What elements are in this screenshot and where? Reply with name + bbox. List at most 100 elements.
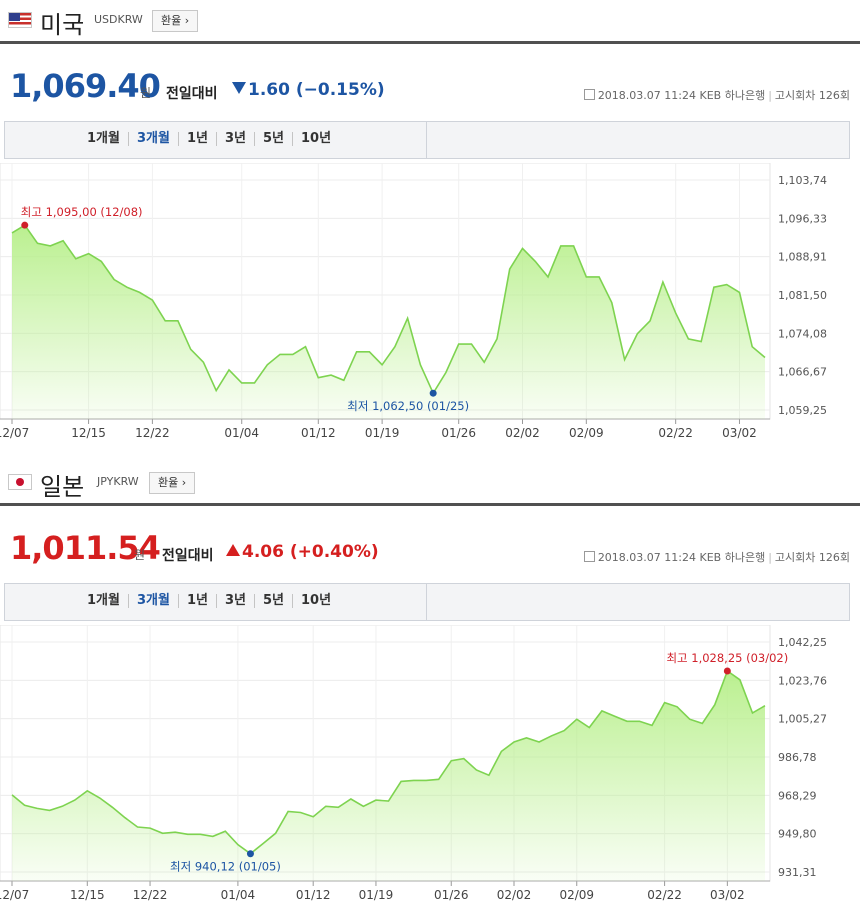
- y-tick-label: 1,005,27: [778, 713, 827, 726]
- x-tick-label: 12/07: [0, 426, 29, 440]
- tab-1-year[interactable]: 1년: [177, 594, 216, 608]
- price-change: 4.06 (+0.40%): [226, 542, 379, 562]
- x-tick-label: 01/19: [359, 888, 394, 902]
- high-marker: [21, 221, 29, 229]
- tab-3-years[interactable]: 3년: [215, 594, 254, 608]
- price-unit: 원: [134, 548, 146, 562]
- x-tick-label: 03/02: [710, 888, 745, 902]
- x-tick-label: 12/22: [133, 888, 168, 902]
- japan-flag-icon: [8, 474, 32, 490]
- low-label: 최저 940,12 (01/05): [170, 860, 281, 874]
- y-tick-label: 1,042,25: [778, 636, 827, 649]
- currency-code: USDKRW: [94, 13, 143, 26]
- jpy-krw-section: 일본 JPYKRW 환율 › 1,011.54 원 전일대비 4.06 (+0.…: [0, 462, 860, 921]
- x-tick-label: 02/02: [497, 888, 532, 902]
- high-label: 최고 1,028,25 (03/02): [666, 651, 788, 665]
- exchange-rate-button-label: 환율: [158, 476, 179, 489]
- x-tick-label: 01/04: [224, 426, 259, 440]
- price-unit: 원: [140, 86, 152, 100]
- tab-3-months[interactable]: 3개월: [127, 132, 178, 146]
- x-tick-label: 12/22: [135, 426, 170, 440]
- y-tick-label: 986,78: [778, 751, 817, 764]
- x-tick-label: 03/02: [722, 426, 757, 440]
- document-icon: [583, 89, 595, 100]
- tab-5-years[interactable]: 5년: [253, 132, 292, 146]
- country-name: 미국: [40, 11, 85, 39]
- jpy-krw-chart: 1,042,25 1,023,76 1,005,27 986,78 968,29 949,…: [0, 625, 827, 902]
- high-marker: [723, 667, 731, 675]
- x-tick-label: 12/15: [71, 426, 106, 440]
- y-tick-label: 1,023,76: [778, 674, 827, 687]
- x-tick-label: 02/22: [658, 426, 693, 440]
- tab-3-years[interactable]: 3년: [215, 132, 254, 146]
- usd-krw-section: 미국 USDKRW 환율 › 1,069.40 원 전일대비 1.60 (−0.…: [0, 0, 860, 440]
- y-tick-label: 1,096,33: [778, 212, 827, 225]
- quote-meta: 2018.03.07 11:24 KEB 하나은행 | 고시회차 126회: [583, 549, 850, 565]
- x-tick-label: 12/07: [0, 888, 29, 902]
- y-tick-label: 1,103,74: [778, 174, 827, 187]
- x-tick-label: 12/15: [70, 888, 105, 902]
- low-marker: [246, 850, 254, 858]
- x-tick-label: 02/09: [559, 888, 594, 902]
- exchange-rate-button[interactable]: 환율 ›: [152, 10, 199, 32]
- current-price: 1,069.40: [10, 67, 161, 105]
- series-line: [11, 224, 766, 395]
- quote-datetime: 2018.03.07 11:24: [597, 89, 696, 102]
- low-label: 최저 1,062,50 (01/25): [347, 399, 469, 413]
- quote-meta: 2018.03.07 11:24 KEB 하나은행 | 고시회차 126회: [583, 87, 850, 103]
- series-line: [11, 669, 766, 855]
- x-tick-label: 01/19: [365, 426, 400, 440]
- tab-10-years[interactable]: 10년: [291, 594, 339, 608]
- y-tick-label: 1,074,08: [778, 327, 827, 340]
- x-tick-label: 02/09: [569, 426, 604, 440]
- tab-10-years[interactable]: 10년: [291, 132, 339, 146]
- up-arrow-icon: [226, 544, 240, 556]
- bank-name: KEB 하나은행: [699, 89, 766, 102]
- compare-label: 전일대비: [166, 86, 218, 102]
- exchange-rate-button-label: 환율: [161, 14, 182, 27]
- high-label: 최고 1,095,00 (12/08): [21, 205, 143, 219]
- document-icon: [583, 551, 595, 562]
- series-area: [12, 671, 765, 881]
- us-flag-icon: [8, 12, 32, 28]
- usd-krw-chart: 1,103,74 1,096,33 1,088,91 1,081,50 1,074,08…: [0, 163, 827, 440]
- tab-1-month[interactable]: 1개월: [87, 131, 120, 146]
- jpy-header: 일본 JPYKRW 환율 ›: [0, 462, 860, 506]
- x-tick-label: 02/22: [647, 888, 682, 902]
- low-marker: [429, 389, 437, 397]
- y-tick-label: 968,29: [778, 789, 817, 802]
- country-name: 일본: [40, 473, 85, 501]
- tab-1-year[interactable]: 1년: [177, 132, 216, 146]
- x-tick-label: 02/02: [505, 426, 540, 440]
- current-price: 1,011.54: [10, 529, 161, 567]
- price-change-value: 1.60 (−0.15%): [248, 80, 385, 100]
- notice-round: 고시회차 126회: [774, 551, 850, 564]
- y-tick-label: 1,059,25: [778, 404, 827, 417]
- period-tabs: 1개월 3개월 1년 3년 5년 10년: [4, 121, 850, 159]
- tab-5-years[interactable]: 5년: [253, 594, 292, 608]
- quote-datetime: 2018.03.07 11:24: [597, 551, 696, 564]
- down-arrow-icon: [232, 82, 246, 94]
- x-tick-label: 01/12: [301, 426, 336, 440]
- tab-3-months[interactable]: 3개월: [127, 594, 178, 608]
- x-tick-label: 01/12: [296, 888, 331, 902]
- period-tabs: 1개월 3개월 1년 3년 5년 10년: [4, 583, 850, 621]
- y-tick-label: 1,081,50: [778, 289, 827, 302]
- y-tick-label: 949,80: [778, 828, 817, 841]
- exchange-rate-button[interactable]: 환율 ›: [149, 472, 196, 494]
- compare-label: 전일대비: [162, 548, 214, 564]
- series-area: [12, 225, 765, 419]
- y-tick-label: 1,088,91: [778, 251, 827, 264]
- price-change: 1.60 (−0.15%): [232, 80, 385, 100]
- x-tick-label: 01/26: [434, 888, 469, 902]
- tab-1-month[interactable]: 1개월: [87, 593, 120, 608]
- y-tick-label: 931,31: [778, 866, 817, 879]
- notice-round: 고시회차 126회: [774, 89, 850, 102]
- x-tick-label: 01/26: [441, 426, 476, 440]
- currency-code: JPYKRW: [97, 475, 139, 488]
- y-tick-label: 1,066,67: [778, 366, 827, 379]
- x-tick-label: 01/04: [221, 888, 256, 902]
- usd-header: 미국 USDKRW 환율 ›: [0, 0, 860, 44]
- price-change-value: 4.06 (+0.40%): [242, 542, 379, 562]
- bank-name: KEB 하나은행: [699, 551, 766, 564]
